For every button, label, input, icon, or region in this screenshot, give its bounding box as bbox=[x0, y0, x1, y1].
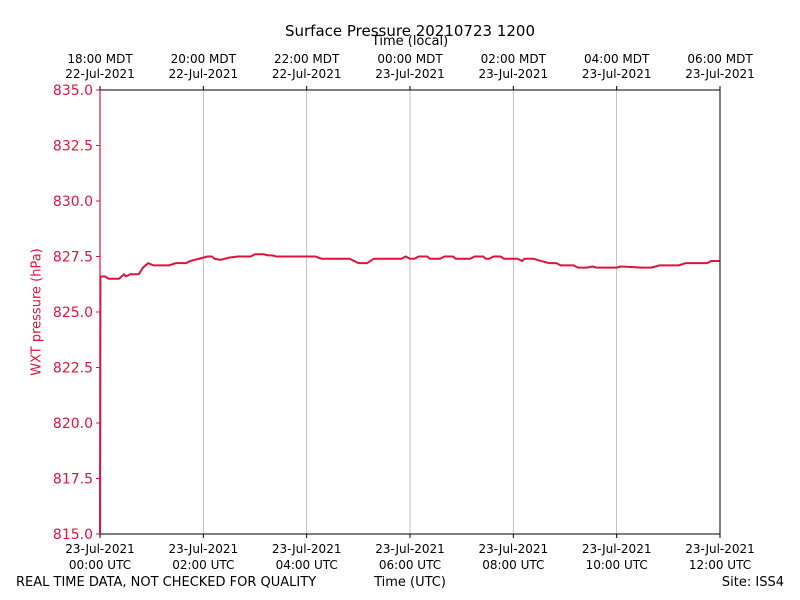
x2-tick-label-date: 23-Jul-2021 bbox=[479, 67, 549, 81]
x-tick-label-time: 02:00 UTC bbox=[172, 558, 234, 572]
x-tick-label-date: 23-Jul-2021 bbox=[272, 542, 342, 556]
x2-tick-label-date: 23-Jul-2021 bbox=[582, 67, 652, 81]
grid-lines bbox=[202, 90, 618, 534]
x-tick-label-time: 08:00 UTC bbox=[482, 558, 544, 572]
x-tick-label-date: 23-Jul-2021 bbox=[582, 542, 652, 556]
x2-tick-label-date: 22-Jul-2021 bbox=[272, 67, 342, 81]
y-tick-label: 832.5 bbox=[53, 139, 93, 155]
quality-disclaimer: REAL TIME DATA, NOT CHECKED FOR QUALITY bbox=[16, 575, 317, 590]
x2-tick-label-time: 18:00 MDT bbox=[67, 52, 133, 66]
x-axis-utc-ticks: 23-Jul-2021 00:00 UTC 23-Jul-2021 02:00 UTC… bbox=[65, 534, 755, 572]
x2-tick-label-time: 22:00 MDT bbox=[274, 52, 340, 66]
site-label: Site: ISS4 bbox=[721, 575, 784, 590]
x2-tick-label-time: 20:00 MDT bbox=[171, 52, 237, 66]
chart-title: Surface Pressure 20210723 1200 bbox=[284, 22, 536, 40]
x-tick-label-time: 00:00 UTC bbox=[69, 558, 131, 572]
x-tick-label-date: 23-Jul-2021 bbox=[479, 542, 549, 556]
x-tick-label-date: 23-Jul-2021 bbox=[169, 542, 239, 556]
y-tick-label: 825.0 bbox=[53, 305, 93, 321]
top-axis-label: Time (local) bbox=[371, 34, 449, 49]
x-tick-label-time: 04:00 UTC bbox=[276, 558, 338, 572]
x-tick-label-time: 12:00 UTC bbox=[689, 558, 751, 572]
y-tick-label: 822.5 bbox=[53, 361, 93, 377]
x2-tick-label-date: 22-Jul-2021 bbox=[169, 67, 239, 81]
y-axis-label: WXT pressure (hPa) bbox=[29, 248, 45, 376]
y-tick-label: 815.0 bbox=[53, 527, 93, 543]
x-tick-label-date: 23-Jul-2021 bbox=[65, 542, 135, 556]
y-tick-label: 835.0 bbox=[53, 83, 93, 99]
x2-tick-label-date: 23-Jul-2021 bbox=[375, 67, 445, 81]
x-tick-label-time: 10:00 UTC bbox=[586, 558, 648, 572]
y-axis-ticks: 815.0 817.5 820.0 822.5 825.0 827.5 830.0 832.5… bbox=[53, 83, 100, 543]
x2-tick-label-time: 04:00 MDT bbox=[584, 52, 650, 66]
y-tick-label: 827.5 bbox=[53, 250, 93, 266]
series-layer bbox=[99, 253, 720, 534]
y-tick-label: 830.0 bbox=[53, 194, 93, 210]
y-tick-label: 817.5 bbox=[53, 472, 93, 488]
x2-tick-label-date: 23-Jul-2021 bbox=[685, 67, 755, 81]
x2-tick-label-time: 02:00 MDT bbox=[481, 52, 547, 66]
x2-tick-label-time: 00:00 MDT bbox=[377, 52, 443, 66]
x2-tick-label-time: 06:00 MDT bbox=[687, 52, 753, 66]
y-tick-label: 820.0 bbox=[53, 416, 93, 432]
x-axis-label: Time (UTC) bbox=[374, 575, 446, 590]
series-line bbox=[99, 253, 720, 534]
x-tick-label-date: 23-Jul-2021 bbox=[375, 542, 445, 556]
x2-tick-label-date: 22-Jul-2021 bbox=[65, 67, 135, 81]
x-tick-label-date: 23-Jul-2021 bbox=[685, 542, 755, 556]
x-tick-label-time: 06:00 UTC bbox=[379, 558, 441, 572]
